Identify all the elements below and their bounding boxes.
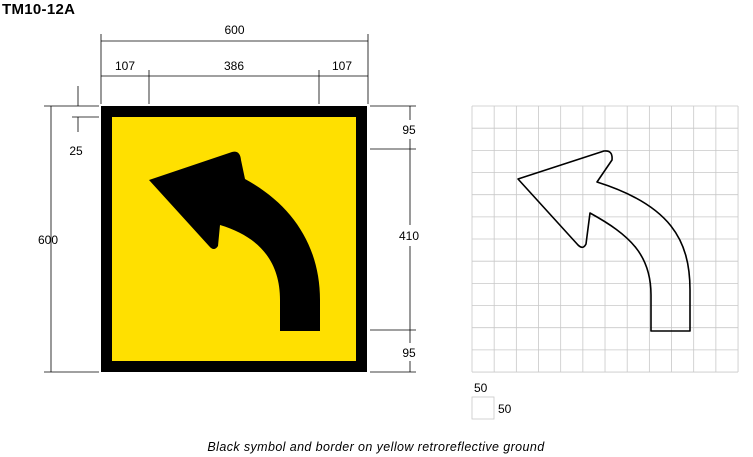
dim-top-margin: 95 bbox=[402, 123, 416, 137]
grid-cell-width-label: 50 bbox=[498, 402, 512, 416]
arrow-outline bbox=[517, 150, 691, 332]
grid-cell-sample bbox=[471, 396, 495, 420]
dim-right-offset: 107 bbox=[332, 59, 352, 73]
left-dimensions: 600 25 bbox=[38, 86, 99, 373]
grid-lines bbox=[471, 105, 739, 373]
dim-arrow-height: 410 bbox=[399, 229, 419, 243]
caption: Black symbol and border on yellow retror… bbox=[207, 440, 545, 454]
dim-bottom-margin: 95 bbox=[402, 346, 416, 360]
top-dimensions: 600 107 386 107 bbox=[100, 23, 369, 104]
dim-border: 25 bbox=[69, 144, 83, 158]
grid-cell-height-label: 50 bbox=[474, 381, 488, 395]
curved-arrow-symbol bbox=[149, 151, 320, 331]
right-dimensions: 95 410 95 bbox=[370, 105, 419, 373]
dim-overall-width: 600 bbox=[224, 23, 244, 37]
grid-layout bbox=[471, 105, 739, 373]
dim-center-span: 386 bbox=[224, 59, 244, 73]
sign bbox=[101, 106, 367, 372]
grid-legend: 50 50 bbox=[471, 381, 512, 420]
dim-overall-height: 600 bbox=[38, 233, 58, 247]
sign-code-title: TM10-12A bbox=[2, 1, 75, 18]
dim-left-offset: 107 bbox=[115, 59, 135, 73]
